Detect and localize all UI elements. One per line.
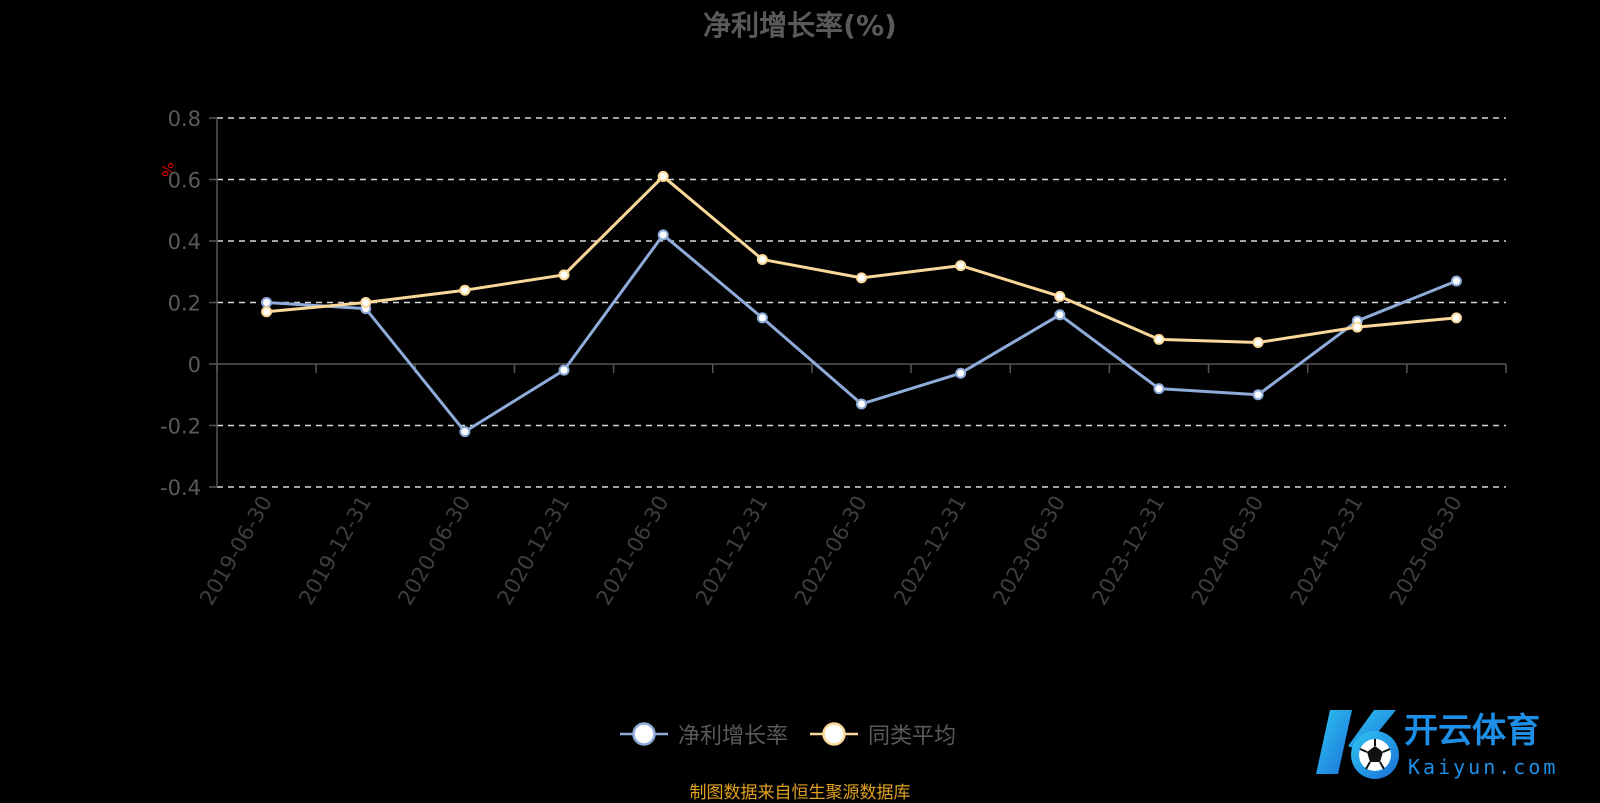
x-tick-label: 2020-06-30 — [393, 492, 475, 610]
x-tick-label: 2025-06-30 — [1385, 492, 1467, 610]
legend-item-net-profit-growth[interactable]: 净利增长率 — [620, 718, 788, 750]
data-point-series-0[interactable] — [558, 364, 570, 376]
legend-marker-net-profit-growth — [620, 722, 668, 746]
x-tick-label: 2022-06-30 — [790, 492, 872, 610]
legend-item-peer-average[interactable]: 同类平均 — [810, 718, 956, 750]
kaiyun-logo[interactable]: 开云体育 Kaiyun.com — [1312, 700, 1592, 788]
data-point-series-0[interactable] — [856, 398, 867, 410]
x-tick-label: 2023-12-31 — [1087, 492, 1169, 610]
data-point-series-1[interactable] — [360, 297, 372, 308]
data-point-series-1[interactable] — [657, 170, 669, 182]
data-point-series-0[interactable] — [459, 426, 471, 438]
x-tick-label: 2024-12-31 — [1286, 492, 1368, 610]
x-tick-label: 2019-06-30 — [195, 492, 277, 610]
data-point-series-1[interactable] — [261, 306, 273, 318]
logo-name: 开云体育 — [1404, 711, 1540, 751]
x-tick-label: 2021-06-30 — [592, 492, 674, 610]
data-point-series-1[interactable] — [1351, 321, 1363, 333]
data-point-series-1[interactable] — [756, 253, 768, 265]
y-tick-label: 0.2 — [168, 292, 201, 316]
data-point-series-1[interactable] — [558, 269, 570, 281]
x-tick-labels: 2019-06-30 2019-12-31 2020-06-30 2020-12-31… — [195, 491, 1467, 609]
y-axis-unit: % — [158, 162, 177, 177]
data-point-series-0[interactable] — [1450, 275, 1462, 287]
x-tick-label: 2021-12-31 — [691, 492, 773, 610]
chart-title: 净利增长率(%) — [703, 9, 897, 42]
data-point-series-1[interactable] — [1450, 312, 1462, 324]
legend-label-net-profit-growth: 净利增长率 — [678, 724, 789, 749]
gridlines — [217, 117, 1506, 488]
y-tick-label: 0 — [188, 353, 201, 377]
series-line-1 — [266, 174, 1457, 344]
x-tick-label: 2023-06-30 — [988, 492, 1070, 610]
data-point-series-0[interactable] — [657, 229, 669, 241]
data-point-series-0[interactable] — [1252, 389, 1264, 401]
data-point-series-0[interactable] — [1153, 383, 1165, 395]
y-tick-label: 0.6 — [168, 169, 201, 193]
data-point-series-1[interactable] — [955, 260, 967, 272]
data-point-series-1[interactable] — [459, 284, 471, 296]
x-tick-label: 2022-12-31 — [889, 491, 971, 609]
y-tick-label: 0.8 — [168, 107, 201, 131]
data-point-series-0[interactable] — [261, 297, 273, 308]
data-point-series-0[interactable] — [756, 312, 768, 324]
y-tick-label: 0.4 — [168, 230, 201, 254]
legend: 净利增长率 同类平均 — [620, 718, 956, 750]
data-point-series-1[interactable] — [856, 272, 867, 284]
data-source-note: 制图数据来自恒生聚源数据库 — [689, 783, 911, 803]
data-point-series-1[interactable] — [1153, 333, 1165, 345]
legend-label-peer-average: 同类平均 — [868, 724, 957, 749]
data-point-series-1[interactable] — [1054, 290, 1066, 302]
legend-marker-peer-average — [810, 722, 859, 746]
data-point-series-1[interactable] — [1252, 336, 1264, 348]
axes — [209, 117, 1507, 488]
data-point-series-0[interactable] — [1054, 309, 1066, 321]
x-tick-label: 2019-12-31 — [294, 492, 376, 610]
data-point-series-0[interactable] — [955, 367, 967, 379]
y-tick-label: -0.2 — [160, 415, 201, 439]
x-tick-label: 2020-12-31 — [493, 492, 575, 610]
logo-url: Kaiyun.com — [1408, 755, 1558, 779]
logo-k-mark-icon — [1316, 710, 1399, 779]
x-tick-label: 2024-06-30 — [1187, 492, 1269, 610]
y-tick-label: -0.4 — [160, 476, 201, 500]
series-lines — [261, 170, 1462, 438]
y-tick-labels: -0.4 -0.2 0 0.2 0.4 0.6 0.8 — [160, 107, 201, 500]
